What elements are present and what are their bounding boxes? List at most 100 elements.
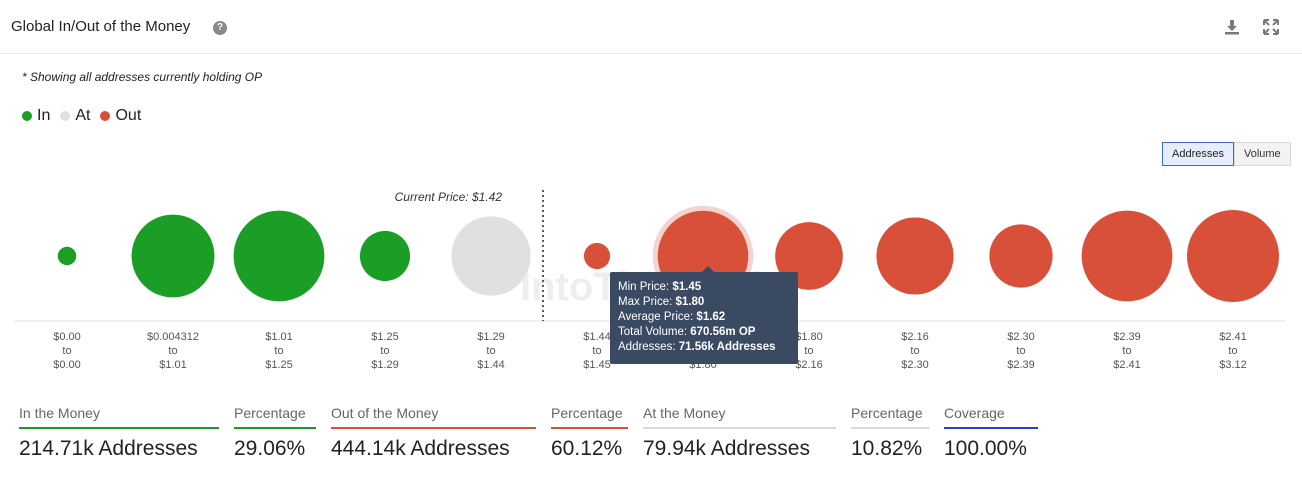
x-tick-label: to xyxy=(910,345,919,357)
tooltip-min-value: $1.45 xyxy=(672,281,702,293)
metric-toggle: Addresses Volume xyxy=(1162,142,1291,166)
bubble-in[interactable] xyxy=(57,246,77,266)
tooltip-addresses-label: Addresses: xyxy=(618,341,676,353)
stat-underline xyxy=(19,427,219,429)
legend-label: In xyxy=(37,107,51,124)
x-tick-label: to xyxy=(380,345,389,357)
x-tick-label: $2.16 xyxy=(901,331,929,343)
x-tick-label: to xyxy=(804,345,813,357)
x-tick-label: to xyxy=(1228,345,1237,357)
x-tick-label: $1.29 xyxy=(477,331,505,343)
x-tick-label: $2.39 xyxy=(1007,359,1035,371)
x-tick-label: $1.01 xyxy=(159,359,187,371)
bubble-out[interactable] xyxy=(583,242,611,270)
volume-toggle-button[interactable]: Volume xyxy=(1233,142,1291,166)
tooltip-volume-label: Total Volume: xyxy=(618,326,688,338)
stat-underline xyxy=(551,427,628,429)
tooltip-addresses-value: 71.56k Addresses xyxy=(678,341,776,353)
stat-coverage: Coverage 100.00% xyxy=(944,405,1038,461)
tooltip-max-value: $1.80 xyxy=(675,296,705,308)
expand-icon[interactable] xyxy=(1262,18,1280,36)
x-tick-label: $2.30 xyxy=(1007,331,1035,343)
x-tick-label: to xyxy=(592,345,601,357)
x-tick-label: to xyxy=(274,345,283,357)
bubble-in[interactable] xyxy=(359,230,411,282)
x-tick-label: $2.41 xyxy=(1219,331,1247,343)
stat-label: Out of the Money xyxy=(331,405,439,421)
x-tick-label: $3.12 xyxy=(1219,359,1247,371)
x-tick-label: to xyxy=(486,345,495,357)
bubble-out[interactable] xyxy=(876,217,954,295)
summary-stats: In the Money 214.71k Addresses Percentag… xyxy=(19,405,1053,461)
x-tick-label: to xyxy=(1122,345,1131,357)
bubble-in[interactable] xyxy=(233,210,325,302)
x-tick-label: $0.00 xyxy=(53,359,81,371)
legend-label: Out xyxy=(115,107,142,124)
legend-item-at[interactable]: At xyxy=(60,107,90,125)
stat-value: 214.71k Addresses xyxy=(19,437,198,460)
tooltip-avg-value: $1.62 xyxy=(696,311,726,323)
x-tick-label: $2.30 xyxy=(901,359,929,371)
stat-in-the-money: In the Money 214.71k Addresses xyxy=(19,405,219,461)
stat-underline xyxy=(851,427,929,429)
stat-label: In the Money xyxy=(19,405,100,421)
question-circle-icon[interactable]: ? xyxy=(213,21,227,35)
legend-item-out[interactable]: Out xyxy=(100,107,141,125)
tooltip-avg-label: Average Price: xyxy=(618,311,694,323)
current-price-label: Current Price: $1.42 xyxy=(395,190,503,204)
stat-out-percentage: Percentage 60.12% xyxy=(551,405,628,461)
stat-at-the-money: At the Money 79.94k Addresses xyxy=(643,405,836,461)
stat-underline xyxy=(234,427,316,429)
x-tick-label: $1.80 xyxy=(795,331,823,343)
bubble-out[interactable] xyxy=(989,224,1053,288)
tooltip-arrow xyxy=(702,266,714,272)
x-tick-label: $2.41 xyxy=(1113,359,1141,371)
legend-label: At xyxy=(75,107,91,124)
stat-value: 100.00% xyxy=(944,437,1027,460)
tooltip-volume-value: 670.56m OP xyxy=(690,326,756,338)
x-tick-label: $1.45 xyxy=(583,359,611,371)
stat-value: 29.06% xyxy=(234,437,306,460)
stat-underline xyxy=(331,427,536,429)
chart-tooltip: Min Price: $1.45 Max Price: $1.80 Averag… xyxy=(610,266,798,364)
x-tick-label: $0.00 xyxy=(53,331,81,343)
stat-at-percentage: Percentage 10.82% xyxy=(851,405,929,461)
stat-label: Percentage xyxy=(551,405,623,421)
stat-in-percentage: Percentage 29.06% xyxy=(234,405,316,461)
tooltip-max-label: Max Price: xyxy=(618,296,673,308)
x-tick-label: $1.29 xyxy=(371,359,399,371)
chart-title: Global In/Out of the Money xyxy=(11,18,191,35)
download-icon[interactable] xyxy=(1223,18,1241,36)
stat-value: 444.14k Addresses xyxy=(331,437,510,460)
bubble-at[interactable] xyxy=(451,216,531,296)
bubble-out[interactable] xyxy=(1187,210,1279,302)
card-header: Global In/Out of the Money ? xyxy=(0,0,1302,54)
stat-value: 10.82% xyxy=(851,437,923,460)
legend-item-in[interactable]: In xyxy=(22,107,50,125)
holding-note: * Showing all addresses currently holdin… xyxy=(22,70,263,84)
stat-label: At the Money xyxy=(643,405,726,421)
x-tick-label: $1.44 xyxy=(583,331,611,343)
stat-label: Coverage xyxy=(944,405,1005,421)
x-tick-label: to xyxy=(62,345,71,357)
tooltip-min-label: Min Price: xyxy=(618,281,670,293)
x-tick-label: to xyxy=(168,345,177,357)
in-dot-icon xyxy=(22,111,32,121)
x-tick-label: $2.39 xyxy=(1113,331,1141,343)
x-tick-label: to xyxy=(1016,345,1025,357)
stat-label: Percentage xyxy=(234,405,306,421)
x-tick-label: $0.004312 xyxy=(147,331,199,343)
x-tick-label: $1.25 xyxy=(265,359,293,371)
addresses-toggle-button[interactable]: Addresses xyxy=(1162,142,1234,166)
x-tick-label: $1.25 xyxy=(371,331,399,343)
bubble-in[interactable] xyxy=(131,214,215,298)
stat-underline xyxy=(944,427,1038,429)
stat-label: Percentage xyxy=(851,405,923,421)
x-tick-label: $1.01 xyxy=(265,331,293,343)
out-dot-icon xyxy=(100,111,111,121)
stat-out-of-the-money: Out of the Money 444.14k Addresses xyxy=(331,405,536,461)
stat-underline xyxy=(643,427,836,429)
stat-value: 60.12% xyxy=(551,437,623,460)
x-tick-label: $2.16 xyxy=(795,359,823,371)
bubble-out[interactable] xyxy=(1081,210,1173,302)
